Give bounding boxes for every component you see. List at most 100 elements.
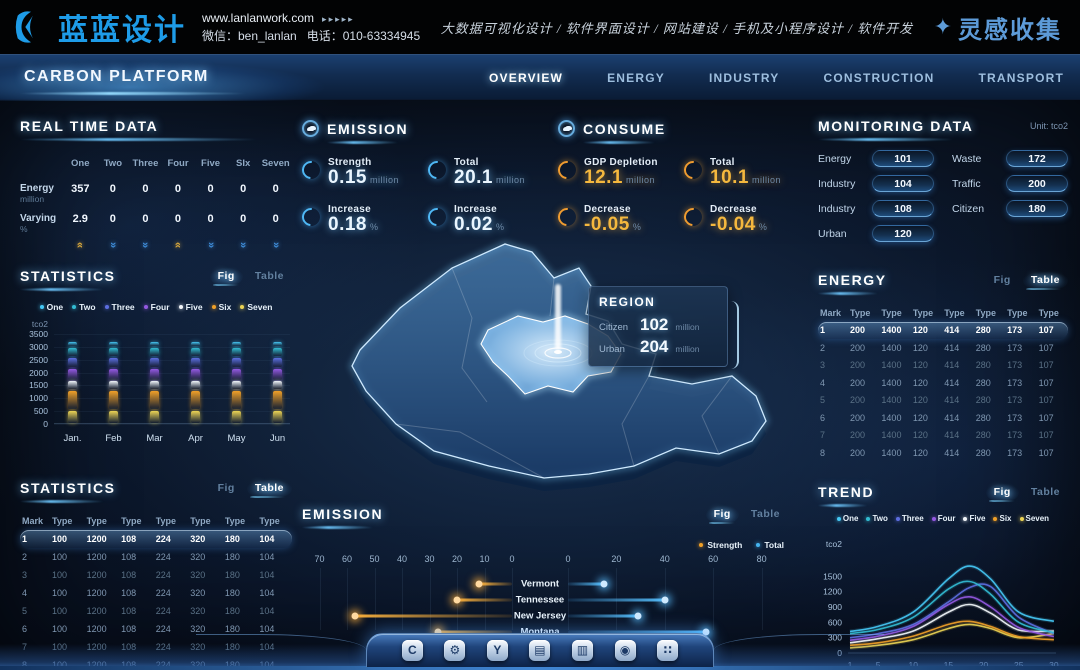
energy-table-row[interactable]: 3 200 1400 120 414 280 173 107 <box>818 357 1068 375</box>
legend-item-three[interactable]: Three <box>895 514 924 523</box>
energy-table-row[interactable]: 8 200 1400 120 414 280 173 107 <box>818 444 1068 462</box>
total-bar[interactable] <box>568 582 605 586</box>
consume-stat-unit: million <box>751 175 781 185</box>
c-badge-icon[interactable]: C <box>401 640 423 661</box>
realtime-col-header: Five <box>201 158 221 169</box>
legend-item-seven[interactable]: Seven <box>1019 514 1049 523</box>
bar-month-jun[interactable] <box>273 340 282 423</box>
legend-label: Three <box>111 302 135 312</box>
emission-stat-unit: million <box>369 175 399 185</box>
total-bar[interactable] <box>568 614 639 618</box>
bar-segment-four <box>273 368 282 380</box>
brand-logo[interactable]: 蓝蓝设计 <box>12 5 186 49</box>
legend-item-five[interactable]: Five <box>178 302 203 312</box>
statistics-table-row[interactable]: 6 100 1200 108 224 320 180 104 <box>20 620 292 638</box>
monitoring-value-capsule: 200 <box>1006 175 1068 192</box>
bar-month-apr[interactable] <box>191 340 200 423</box>
website-link[interactable]: www.lanlanwork.com <box>202 11 315 25</box>
statistics-table-cell: 108 <box>121 588 137 598</box>
trend-table-option[interactable]: Table <box>1030 486 1060 498</box>
statistics-table-row[interactable]: 3 100 1200 108 224 320 180 104 <box>20 566 292 584</box>
building-icon[interactable]: ▤ <box>529 640 551 661</box>
dashboard-icon[interactable]: ▥ <box>572 640 594 661</box>
nav-item-energy[interactable]: ENERGY <box>607 71 665 85</box>
gear-icon[interactable]: ⚙ <box>444 640 466 661</box>
nut-icon[interactable]: ◉ <box>614 640 636 661</box>
legend-item-five[interactable]: Five <box>963 514 985 523</box>
energy-table-row[interactable]: 1 200 1400 120 414 280 173 107 <box>818 321 1068 339</box>
y-badge-icon[interactable]: Y <box>486 640 508 661</box>
map-highlight-region <box>477 312 625 398</box>
map-canvas[interactable] <box>300 222 800 507</box>
star-icon: ✦ <box>933 14 952 39</box>
stats_table-fig-option[interactable]: Fig <box>217 482 235 494</box>
nav-item-industry[interactable]: INDUSTRY <box>708 71 780 85</box>
total-bar[interactable] <box>568 598 665 602</box>
statistics-table-row[interactable]: 2 100 1200 108 224 320 180 104 <box>20 548 292 566</box>
stats_fig-table-option[interactable]: Table <box>254 270 284 282</box>
energy-table-cell: 8 <box>820 447 826 458</box>
y-axis-tick: 0 <box>43 419 48 429</box>
legend-item-seven[interactable]: Seven <box>240 302 272 312</box>
strength-bar[interactable] <box>457 598 512 602</box>
energy-table-row[interactable]: 6 200 1400 120 414 280 173 107 <box>818 409 1068 427</box>
legend-item-four[interactable]: Four <box>143 302 170 312</box>
energy_table-fig-option[interactable]: Fig <box>993 274 1011 286</box>
total-bar[interactable] <box>568 630 706 634</box>
statistics-table-cell: 100 <box>52 588 68 598</box>
energy-table-row[interactable]: 4 200 1400 120 414 280 173 107 <box>818 374 1068 392</box>
legend-item-two[interactable]: Two <box>72 302 96 312</box>
apps-icon[interactable]: ∷ <box>657 640 679 661</box>
stats_table-table-option[interactable]: Table <box>246 480 292 498</box>
axis-tick: 10 <box>479 554 490 564</box>
emission_chart-table-option[interactable]: Table <box>750 508 780 520</box>
nav-item-overview[interactable]: OVERVIEW <box>489 71 564 85</box>
bar-month-mar[interactable] <box>150 340 159 423</box>
energy_table-table-option[interactable]: Table <box>1022 272 1068 290</box>
energy-table-cell: 1400 <box>881 342 902 353</box>
footer-edge <box>0 666 1080 670</box>
statistics-table-row[interactable]: 1 100 1200 108 224 320 180 104 <box>20 530 292 548</box>
statistics-table-cell: 100 <box>52 606 68 616</box>
emission-stat-unit: % <box>369 221 379 232</box>
statistics-table-header-row: Mark Type Type Type Type Type Type Type <box>20 512 292 530</box>
energy-table-cell: 200 <box>850 447 866 458</box>
statistics-table-row[interactable]: 5 100 1200 108 224 320 180 104 <box>20 602 292 620</box>
legend-item-four[interactable]: Four <box>931 514 955 523</box>
inspiration-logo[interactable]: ✦ 灵感收集 <box>934 10 1062 45</box>
legend-item-total[interactable]: Total <box>756 540 784 550</box>
statistics-table-row[interactable]: 4 100 1200 108 224 320 180 104 <box>20 584 292 602</box>
energy-table-row[interactable]: 5 200 1400 120 414 280 173 107 <box>818 392 1068 410</box>
emission_chart-fig-option[interactable]: Fig <box>705 506 739 524</box>
panel-realtime-data: REAL TIME DATA One Two Three Four Five SIx Sev… <box>20 118 292 251</box>
total-endpoint <box>702 628 710 636</box>
legend-item-two[interactable]: Two <box>866 514 888 523</box>
legend-item-six[interactable]: Six <box>993 514 1012 523</box>
nav-item-construction[interactable]: CONSTRUCTION <box>823 71 935 85</box>
trend-fig-option[interactable]: Fig <box>985 484 1019 502</box>
bar-month-may[interactable] <box>232 340 241 423</box>
energy-table-row[interactable]: 7 200 1400 120 414 280 173 107 <box>818 427 1068 445</box>
bar-segment-one <box>232 341 241 347</box>
bar-month-feb[interactable] <box>109 340 118 423</box>
strength-bar[interactable] <box>479 582 512 586</box>
realtime-value: 0 <box>207 183 214 195</box>
legend-item-three[interactable]: Three <box>104 302 135 312</box>
legend-item-one[interactable]: One <box>39 302 63 312</box>
region-popup-value: 204 <box>640 337 669 356</box>
energy-table-cell: 414 <box>944 412 960 423</box>
legend-item-one[interactable]: One <box>836 514 858 523</box>
arc-icon <box>680 157 706 183</box>
bar-month-jan[interactable] <box>68 340 77 423</box>
strength-bar[interactable] <box>355 614 512 618</box>
strength-bar[interactable] <box>437 630 512 634</box>
nav-item-transport[interactable]: TRANSPORT <box>978 71 1064 85</box>
legend-item-strength[interactable]: Strength <box>699 540 742 550</box>
stats_fig-fig-option[interactable]: Fig <box>209 268 243 286</box>
legend-item-six[interactable]: Six <box>211 302 231 312</box>
trend-title: TREND <box>818 484 875 500</box>
statistics-table-cell: 108 <box>121 552 137 562</box>
region-popup-unit: million <box>675 344 700 354</box>
energy-table-row[interactable]: 2 200 1400 120 414 280 173 107 <box>818 339 1068 357</box>
x-axis-label: Jun <box>269 433 286 444</box>
